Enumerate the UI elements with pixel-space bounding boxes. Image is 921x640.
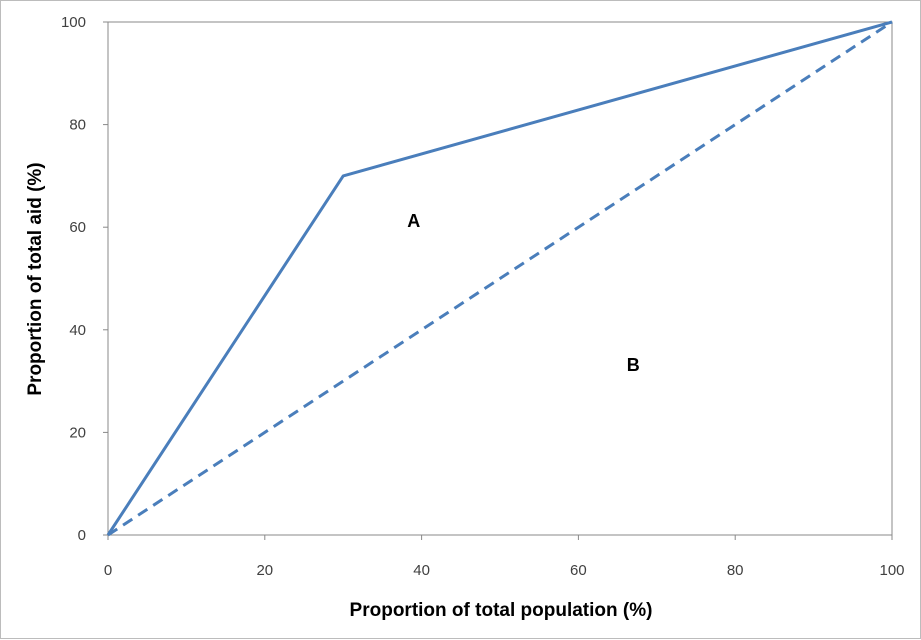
- x-axis-title: Proportion of total population (%): [350, 600, 653, 621]
- y-tick-label: 20: [69, 424, 86, 441]
- x-tick-label: 60: [570, 562, 587, 579]
- y-tick-label: 80: [69, 117, 86, 134]
- x-tick-label: 40: [413, 562, 430, 579]
- x-tick-label: 100: [879, 562, 904, 579]
- series-layer: [106, 20, 893, 537]
- area-label-a: A: [407, 211, 420, 231]
- plot-area-border: [107, 21, 893, 536]
- y-tick-label: 60: [69, 219, 86, 236]
- area-label-b: B: [627, 355, 640, 375]
- equality-line: [107, 20, 893, 537]
- y-tick-label: 40: [69, 322, 86, 339]
- y-tick-label: 100: [61, 14, 86, 31]
- y-axis-title: Proportion of total aid (%): [25, 162, 46, 395]
- distribution-line: [106, 20, 893, 536]
- x-tick-label: 80: [727, 562, 744, 579]
- y-tick-label: 0: [78, 527, 86, 544]
- x-tick-label: 0: [104, 562, 112, 579]
- x-tick-label: 20: [256, 562, 273, 579]
- axes-layer: 0 20 40 60 80 100 0 20 40 60 80 100: [61, 14, 905, 579]
- annotation-layer: AB: [407, 211, 640, 375]
